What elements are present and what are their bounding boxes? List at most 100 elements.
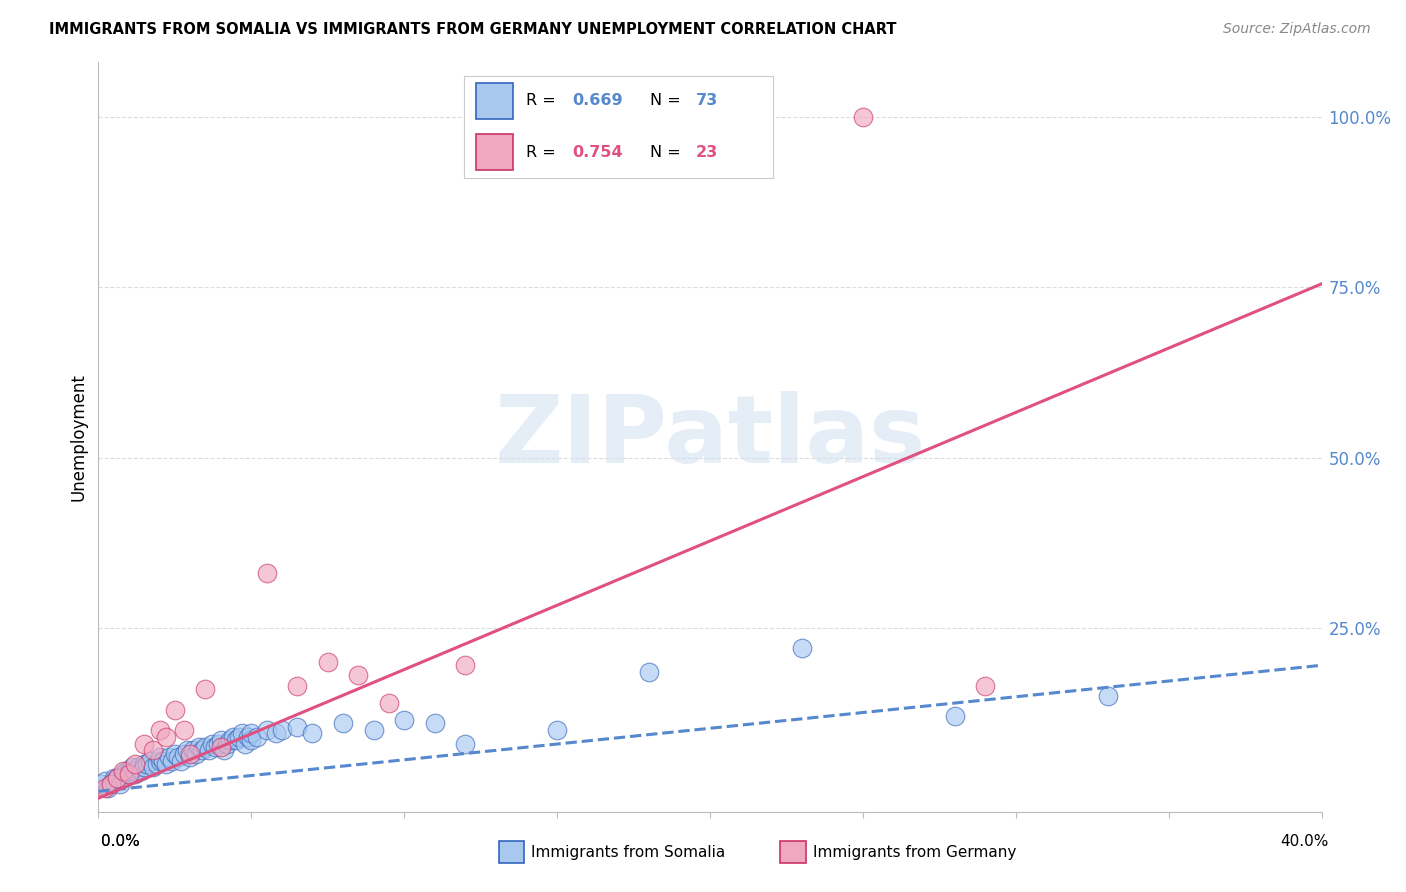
Point bbox=[129, 764, 152, 778]
Point bbox=[228, 730, 250, 744]
Text: 73: 73 bbox=[696, 94, 718, 109]
Point bbox=[256, 566, 278, 581]
Point bbox=[186, 747, 208, 761]
Point bbox=[127, 760, 149, 774]
Point bbox=[219, 733, 242, 747]
Point bbox=[152, 754, 174, 768]
Point bbox=[157, 750, 180, 764]
Point bbox=[142, 760, 165, 774]
FancyBboxPatch shape bbox=[477, 83, 513, 119]
Point bbox=[155, 757, 177, 772]
Point bbox=[194, 739, 217, 754]
Point bbox=[167, 750, 190, 764]
Text: 0.0%: 0.0% bbox=[101, 834, 141, 849]
Point bbox=[215, 737, 238, 751]
Point bbox=[191, 743, 214, 757]
Point bbox=[546, 723, 568, 737]
Point bbox=[173, 723, 195, 737]
Point bbox=[188, 739, 211, 754]
Point bbox=[270, 723, 292, 737]
Point bbox=[943, 709, 966, 723]
Point bbox=[139, 754, 162, 768]
Point bbox=[111, 771, 134, 785]
Point bbox=[100, 777, 122, 791]
Point bbox=[173, 747, 195, 761]
Point bbox=[149, 723, 172, 737]
Text: 40.0%: 40.0% bbox=[1281, 834, 1329, 849]
Point bbox=[93, 780, 115, 795]
Point bbox=[225, 733, 247, 747]
Point bbox=[176, 743, 198, 757]
Point bbox=[179, 747, 201, 761]
Text: N =: N = bbox=[650, 94, 686, 109]
Point bbox=[118, 767, 141, 781]
Point bbox=[316, 655, 339, 669]
Text: Immigrants from Germany: Immigrants from Germany bbox=[813, 846, 1017, 860]
Point bbox=[222, 730, 245, 744]
Point bbox=[231, 726, 253, 740]
FancyBboxPatch shape bbox=[477, 135, 513, 170]
Point bbox=[105, 771, 128, 785]
Y-axis label: Unemployment: Unemployment bbox=[69, 373, 87, 501]
Point bbox=[103, 771, 125, 785]
Point bbox=[852, 110, 875, 124]
Point bbox=[149, 750, 172, 764]
Point bbox=[134, 757, 156, 772]
Point bbox=[974, 679, 997, 693]
Point bbox=[108, 777, 131, 791]
Point bbox=[392, 713, 416, 727]
Point bbox=[246, 730, 269, 744]
Point bbox=[93, 774, 115, 789]
Point bbox=[238, 730, 260, 744]
Point bbox=[142, 743, 165, 757]
Point bbox=[454, 737, 477, 751]
Point bbox=[1097, 689, 1119, 703]
Point bbox=[111, 764, 134, 778]
Point bbox=[134, 760, 156, 774]
Point bbox=[124, 757, 146, 772]
Point bbox=[181, 743, 204, 757]
Point bbox=[285, 679, 308, 693]
Point bbox=[363, 723, 385, 737]
Point bbox=[264, 726, 287, 740]
Point bbox=[179, 750, 201, 764]
Text: N =: N = bbox=[650, 145, 686, 160]
Point bbox=[118, 764, 141, 778]
Point bbox=[378, 696, 401, 710]
Point bbox=[209, 733, 232, 747]
Point bbox=[285, 720, 308, 734]
Text: 0.669: 0.669 bbox=[572, 94, 623, 109]
Point bbox=[97, 780, 120, 795]
Point bbox=[136, 757, 159, 772]
Text: Source: ZipAtlas.com: Source: ZipAtlas.com bbox=[1223, 22, 1371, 37]
Point bbox=[163, 702, 186, 716]
Point bbox=[103, 774, 125, 789]
Point bbox=[347, 668, 370, 682]
Point bbox=[197, 743, 219, 757]
Text: IMMIGRANTS FROM SOMALIA VS IMMIGRANTS FROM GERMANY UNEMPLOYMENT CORRELATION CHAR: IMMIGRANTS FROM SOMALIA VS IMMIGRANTS FR… bbox=[49, 22, 897, 37]
Point bbox=[124, 767, 146, 781]
Point bbox=[163, 747, 186, 761]
Point bbox=[200, 737, 222, 751]
Point bbox=[790, 641, 813, 656]
Point bbox=[637, 665, 661, 679]
Text: R =: R = bbox=[526, 145, 561, 160]
Point bbox=[240, 733, 263, 747]
Point bbox=[134, 737, 156, 751]
Text: Immigrants from Somalia: Immigrants from Somalia bbox=[531, 846, 725, 860]
Point bbox=[145, 757, 167, 772]
Point bbox=[90, 777, 112, 791]
Point bbox=[105, 771, 128, 785]
Point bbox=[454, 658, 477, 673]
Text: 0.0%: 0.0% bbox=[101, 834, 141, 849]
Point bbox=[204, 739, 226, 754]
Point bbox=[155, 730, 177, 744]
Point bbox=[332, 716, 354, 731]
Point bbox=[301, 726, 323, 740]
Point bbox=[209, 739, 232, 754]
Point bbox=[124, 764, 146, 778]
Point bbox=[118, 767, 141, 781]
Text: 0.754: 0.754 bbox=[572, 145, 623, 160]
Text: R =: R = bbox=[526, 94, 561, 109]
Point bbox=[240, 726, 263, 740]
